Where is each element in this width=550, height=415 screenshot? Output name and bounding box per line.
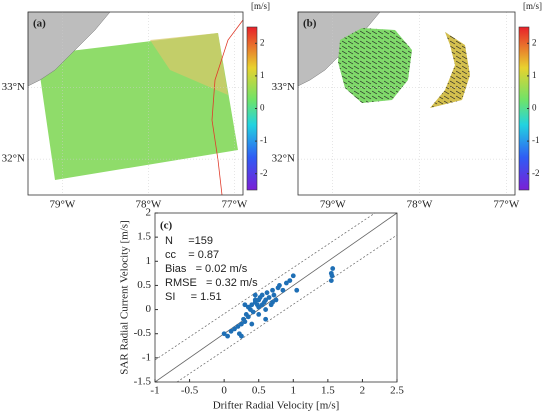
point — [252, 297, 258, 303]
point — [235, 324, 241, 329]
y-tick-label: -1.5 — [134, 376, 152, 388]
point — [221, 331, 227, 337]
point — [263, 307, 269, 312]
one-to-one-line — [154, 212, 398, 383]
x-tick-label: 1 — [291, 385, 297, 397]
panel-label: (b) — [303, 18, 317, 30]
point — [330, 266, 336, 271]
map-b-content — [297, 11, 470, 108]
point — [270, 299, 275, 305]
point — [280, 287, 286, 293]
point — [239, 333, 244, 339]
x-tick-label: -1 — [150, 385, 159, 397]
annotation: RMSE = 0.32 m/s — [165, 277, 258, 289]
y-tick-label: 32°N — [2, 153, 25, 165]
y-tick-label: 0 — [146, 303, 152, 315]
colorbar-tick-label: -2 — [532, 168, 540, 178]
point — [287, 278, 293, 283]
point — [252, 292, 258, 298]
colorbar-tick-label: 1 — [532, 70, 537, 80]
x-tick-label: 77°W — [222, 199, 248, 211]
colorbar-tick-label: 2 — [260, 37, 265, 47]
x-tick-label: 78°W — [136, 199, 162, 211]
x-tick-label: 77°W — [493, 199, 519, 211]
point — [249, 321, 255, 327]
map-frame — [27, 11, 244, 196]
annotation: Bias = 0.02 m/s — [165, 263, 248, 275]
point — [250, 309, 256, 315]
map-a-content — [27, 11, 244, 196]
x-tick-label: 0 — [221, 385, 227, 397]
point — [271, 292, 277, 298]
map-frame — [297, 11, 516, 196]
point — [242, 302, 248, 308]
y-tick-label: 1.5 — [137, 231, 151, 243]
plot-frame — [154, 212, 398, 383]
point — [283, 280, 289, 286]
point — [256, 304, 262, 310]
colorbar-tick-label: 1 — [260, 70, 265, 80]
y-tick-label: 2 — [146, 207, 152, 219]
y-axis-label: SAR Radial Current Velocity [m/s] — [119, 220, 131, 374]
point — [259, 292, 265, 298]
colorbar-tick-label: 0 — [260, 103, 265, 113]
point — [242, 319, 248, 325]
point — [228, 328, 234, 334]
point — [264, 290, 270, 296]
colorbar-label: [m/s] — [251, 1, 270, 11]
x-tick-label: 79°W — [320, 199, 346, 211]
point — [266, 295, 272, 300]
x-tick-label: 1.5 — [321, 385, 335, 397]
x-axis-label: Drifter Radial Velocity [m/s] — [213, 400, 340, 412]
panel-label: (a) — [33, 18, 46, 30]
point — [294, 287, 300, 293]
annotation: N =159 — [165, 235, 213, 247]
x-tick-label: 78°W — [407, 199, 433, 211]
point — [256, 312, 262, 317]
colorbar-tick-label: -1 — [260, 135, 268, 145]
point — [328, 278, 334, 283]
colorbar-tick-label: 2 — [532, 37, 537, 47]
point — [290, 273, 296, 279]
colorbar-tick-label: -2 — [260, 168, 268, 178]
y-tick-label: -0.5 — [134, 327, 152, 339]
y-tick-label: 33°N — [272, 81, 295, 93]
y-tick-label: 0.5 — [137, 279, 151, 291]
y-tick-label: 1 — [146, 255, 152, 267]
point — [225, 333, 231, 339]
panel-label: (c) — [160, 220, 173, 232]
x-tick-label: 2 — [360, 385, 366, 397]
x-tick-label: 2.5 — [390, 385, 404, 397]
point — [245, 304, 251, 310]
annotation: SI = 1.51 — [165, 291, 222, 303]
point — [263, 297, 269, 303]
point — [273, 297, 279, 303]
point — [263, 316, 269, 322]
point — [232, 326, 237, 332]
lower-bound — [176, 234, 398, 383]
x-tick-label: 79°W — [50, 199, 76, 211]
colorbar-label: [m/s] — [523, 1, 542, 11]
point — [270, 287, 275, 293]
x-tick-label: 0.5 — [252, 385, 266, 397]
point — [329, 273, 335, 279]
y-tick-label: 33°N — [2, 81, 25, 93]
point — [239, 321, 244, 327]
y-tick-label: 32°N — [272, 153, 295, 165]
colorbar-tick-label: -1 — [532, 135, 540, 145]
point — [245, 314, 251, 320]
annotation: cc = 0.87 — [165, 249, 219, 261]
point — [249, 302, 255, 308]
point — [277, 283, 282, 288]
x-tick-label: -0.5 — [181, 385, 199, 397]
upper-bound — [154, 212, 376, 361]
scatter-reference-lines — [154, 212, 398, 383]
colorbar-tick-label: 0 — [532, 103, 537, 113]
y-tick-label: -1 — [142, 351, 151, 363]
